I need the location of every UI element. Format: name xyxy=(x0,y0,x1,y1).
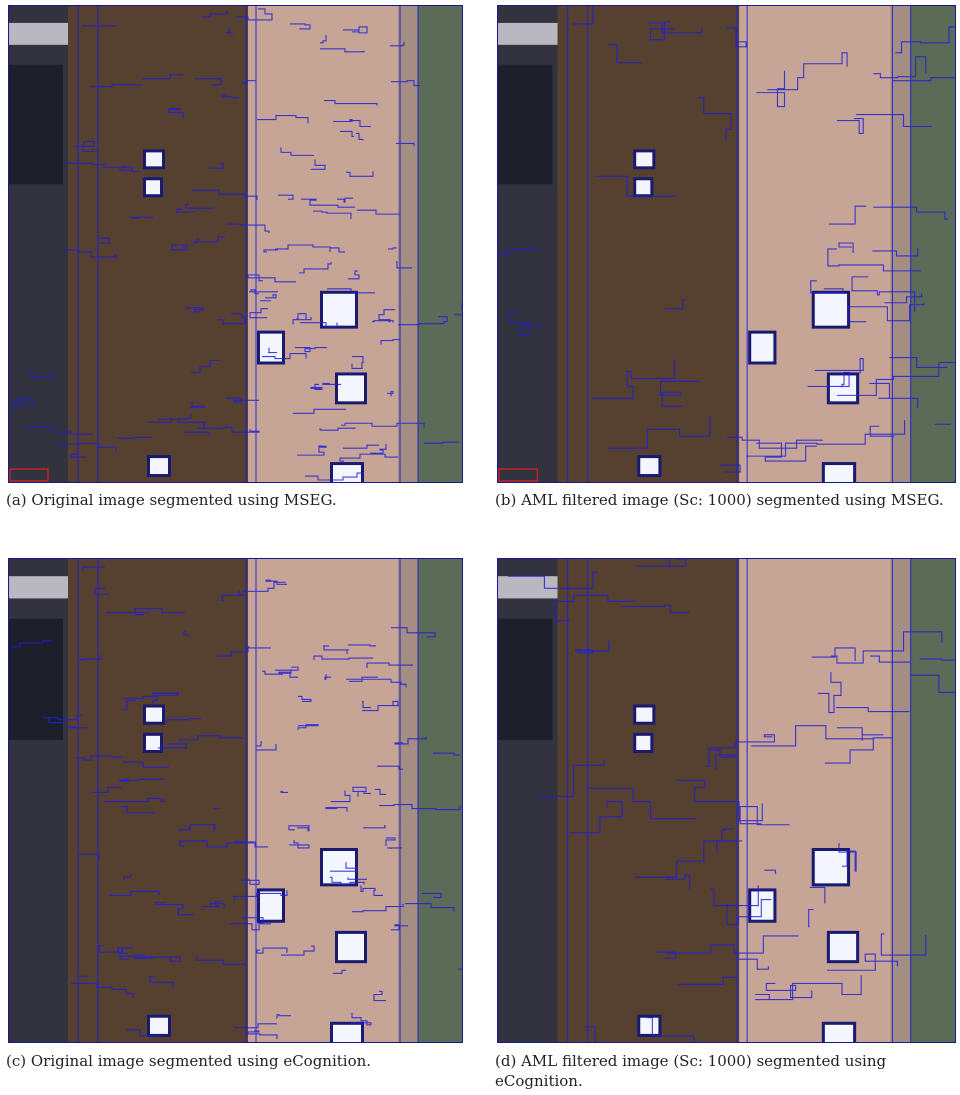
building xyxy=(68,558,248,1043)
caption: (a) Original image segmented using MSEG. xyxy=(6,490,456,510)
skylight xyxy=(636,708,652,722)
caption: (b) AML filtered image (Sc: 1000) segmen… xyxy=(495,490,955,510)
building xyxy=(558,5,740,483)
skylight xyxy=(333,1025,361,1043)
shadow xyxy=(497,619,552,740)
vegetation xyxy=(418,558,463,1043)
roof xyxy=(248,5,418,483)
skylight xyxy=(830,375,856,401)
skylight xyxy=(825,465,853,483)
segmented-image xyxy=(497,558,956,1043)
roof-edge xyxy=(890,558,910,1043)
panel xyxy=(497,5,956,483)
roof xyxy=(248,558,418,1043)
skylight xyxy=(636,180,650,194)
segmented-image xyxy=(8,5,463,483)
skylight xyxy=(260,891,282,919)
figure-page: (a) Original image segmented using MSEG.… xyxy=(0,0,960,1095)
skylight xyxy=(323,851,355,883)
skylight xyxy=(636,736,650,750)
skylight xyxy=(751,334,773,362)
skylight xyxy=(150,1018,168,1034)
skylight xyxy=(146,180,160,194)
vegetation xyxy=(911,5,956,483)
skylight xyxy=(146,708,162,722)
skylight xyxy=(146,736,160,750)
ledge xyxy=(497,576,558,598)
building xyxy=(558,558,740,1043)
segmented-image xyxy=(8,558,463,1043)
skylight xyxy=(323,294,355,326)
building xyxy=(68,5,248,483)
skylight xyxy=(815,294,847,326)
shadow xyxy=(8,619,63,740)
skylight xyxy=(825,1025,853,1043)
skylight xyxy=(640,458,658,474)
skylight xyxy=(815,851,847,883)
roof xyxy=(739,5,910,483)
skylight xyxy=(260,334,282,362)
skylight xyxy=(338,934,364,960)
shadow xyxy=(8,65,63,185)
skylight xyxy=(640,1018,658,1034)
skylight xyxy=(338,375,364,401)
ledge xyxy=(8,576,68,598)
vegetation xyxy=(418,5,463,483)
roof-edge xyxy=(398,5,418,483)
ledge xyxy=(8,23,68,45)
roof xyxy=(739,558,910,1043)
skylight xyxy=(636,152,652,166)
skylight xyxy=(150,458,168,474)
segmented-image xyxy=(497,5,956,483)
caption: (c) Original image segmented using eCogn… xyxy=(6,1051,456,1071)
panel xyxy=(8,5,463,483)
shadow xyxy=(497,65,552,185)
skylight xyxy=(146,152,162,166)
roof-edge xyxy=(398,558,418,1043)
ledge xyxy=(497,23,558,45)
caption: (d) AML filtered image (Sc: 1000) segmen… xyxy=(495,1051,925,1091)
panel xyxy=(497,558,956,1043)
panel xyxy=(8,558,463,1043)
skylight xyxy=(830,934,856,960)
vegetation xyxy=(911,558,956,1043)
